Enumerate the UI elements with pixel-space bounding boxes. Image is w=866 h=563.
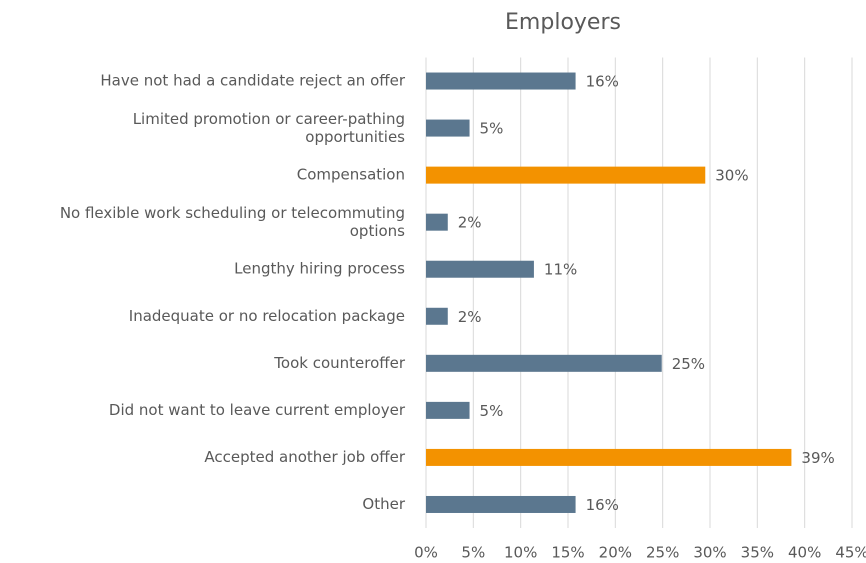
value-label: 16% bbox=[586, 496, 619, 514]
bar bbox=[426, 119, 470, 137]
category-label: Inadequate or no relocation package bbox=[129, 307, 405, 325]
bar bbox=[426, 495, 576, 513]
category-label-line: Limited promotion or career-pathing bbox=[133, 110, 405, 128]
bar bbox=[426, 401, 470, 419]
bar bbox=[426, 72, 576, 90]
category-label: Have not had a candidate reject an offer bbox=[100, 72, 405, 90]
category-label-line: No flexible work scheduling or telecommu… bbox=[60, 204, 405, 222]
category-label: Compensation bbox=[297, 166, 405, 184]
category-label-line: opportunities bbox=[305, 128, 405, 146]
bar bbox=[426, 354, 662, 372]
value-label: 25% bbox=[672, 355, 705, 373]
x-tick-label: 30% bbox=[693, 544, 726, 562]
category-label: Other bbox=[362, 495, 405, 513]
category-label-line: options bbox=[350, 222, 405, 240]
category-label: Limited promotion or career-pathing oppor… bbox=[133, 110, 405, 146]
category-label: Lengthy hiring process bbox=[234, 260, 405, 278]
x-tick-label: 15% bbox=[551, 544, 584, 562]
bar bbox=[426, 166, 706, 184]
value-label: 5% bbox=[480, 402, 504, 420]
value-label: 2% bbox=[458, 214, 482, 232]
x-tick-label: 40% bbox=[788, 544, 821, 562]
bar bbox=[426, 448, 792, 466]
bar bbox=[426, 213, 448, 231]
bar bbox=[426, 307, 448, 325]
x-tick-label: 35% bbox=[741, 544, 774, 562]
value-label: 5% bbox=[480, 120, 504, 138]
value-label: 30% bbox=[715, 167, 748, 185]
bar bbox=[426, 260, 534, 278]
category-label: Accepted another job offer bbox=[204, 448, 405, 466]
value-label: 16% bbox=[586, 73, 619, 91]
chart-title: Employers bbox=[505, 10, 621, 35]
value-label: 39% bbox=[801, 449, 834, 467]
x-tick-label: 10% bbox=[504, 544, 537, 562]
x-tick-label: 0% bbox=[414, 544, 438, 562]
x-tick-label: 20% bbox=[599, 544, 632, 562]
value-label: 11% bbox=[544, 261, 577, 279]
x-tick-label: 25% bbox=[646, 544, 679, 562]
x-tick-label: 45% bbox=[835, 544, 866, 562]
x-tick-label: 5% bbox=[461, 544, 485, 562]
value-label: 2% bbox=[458, 308, 482, 326]
category-label: No flexible work scheduling or telecommu… bbox=[60, 204, 405, 240]
category-label: Did not want to leave current employer bbox=[109, 401, 406, 419]
category-label: Took counteroffer bbox=[273, 354, 406, 372]
